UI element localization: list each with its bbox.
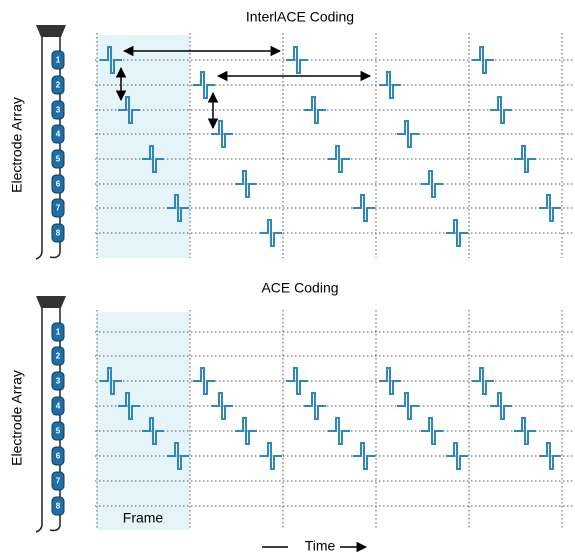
electrode-number: 5 (56, 427, 61, 436)
pulse (490, 97, 512, 123)
pulse (446, 443, 468, 469)
electrode-number: 4 (56, 402, 61, 411)
electrode-number: 7 (56, 477, 61, 486)
electrode-number: 8 (56, 502, 61, 511)
array-cap (36, 296, 66, 308)
electrode-number: 3 (56, 377, 61, 386)
pulse (193, 72, 215, 98)
pulse (353, 443, 375, 469)
pulse (490, 393, 512, 419)
pulse (514, 146, 536, 172)
pulse (539, 195, 561, 221)
electrode-number: 1 (56, 56, 61, 65)
pulse (379, 368, 401, 394)
frame-highlight (97, 312, 190, 530)
bottom-y-label: Electrode Array (9, 370, 25, 466)
electrode-number: 8 (56, 229, 61, 238)
pulse (235, 171, 257, 197)
top-title: InterlACE Coding (246, 9, 354, 25)
electrode-number: 2 (56, 81, 61, 90)
pulse (304, 393, 326, 419)
pulse (235, 418, 257, 444)
pulse (446, 220, 468, 246)
pulse (328, 418, 350, 444)
pulse (260, 443, 282, 469)
pulse (472, 368, 494, 394)
pulse (353, 195, 375, 221)
electrode-number: 3 (56, 106, 61, 115)
pulse (539, 443, 561, 469)
bottom-title: ACE Coding (261, 280, 338, 296)
electrode-number: 1 (56, 328, 61, 337)
pulse (211, 121, 233, 147)
pulse (328, 146, 350, 172)
electrode-number: 7 (56, 204, 61, 213)
electrode-number: 4 (56, 130, 61, 139)
pulse (211, 393, 233, 419)
x-label: Time (305, 538, 336, 554)
electrode-number: 6 (56, 452, 61, 461)
electrode-number: 6 (56, 180, 61, 189)
pulse (286, 368, 308, 394)
diagram: InterlACE Coding ACE Coding Electrode Ar… (0, 0, 575, 555)
pulse (421, 418, 443, 444)
pulse (260, 220, 282, 246)
pulse (304, 97, 326, 123)
frame-label: Frame (123, 510, 164, 526)
top-y-label: Electrode Array (9, 97, 25, 193)
pulse (193, 368, 215, 394)
electrode-number: 2 (56, 352, 61, 361)
pulse (397, 393, 419, 419)
pulse (286, 47, 308, 73)
electrode-number: 5 (56, 155, 61, 164)
array-cap (36, 25, 66, 37)
pulse (514, 418, 536, 444)
pulse (472, 47, 494, 73)
pulse (421, 171, 443, 197)
pulse (379, 72, 401, 98)
pulse (397, 121, 419, 147)
